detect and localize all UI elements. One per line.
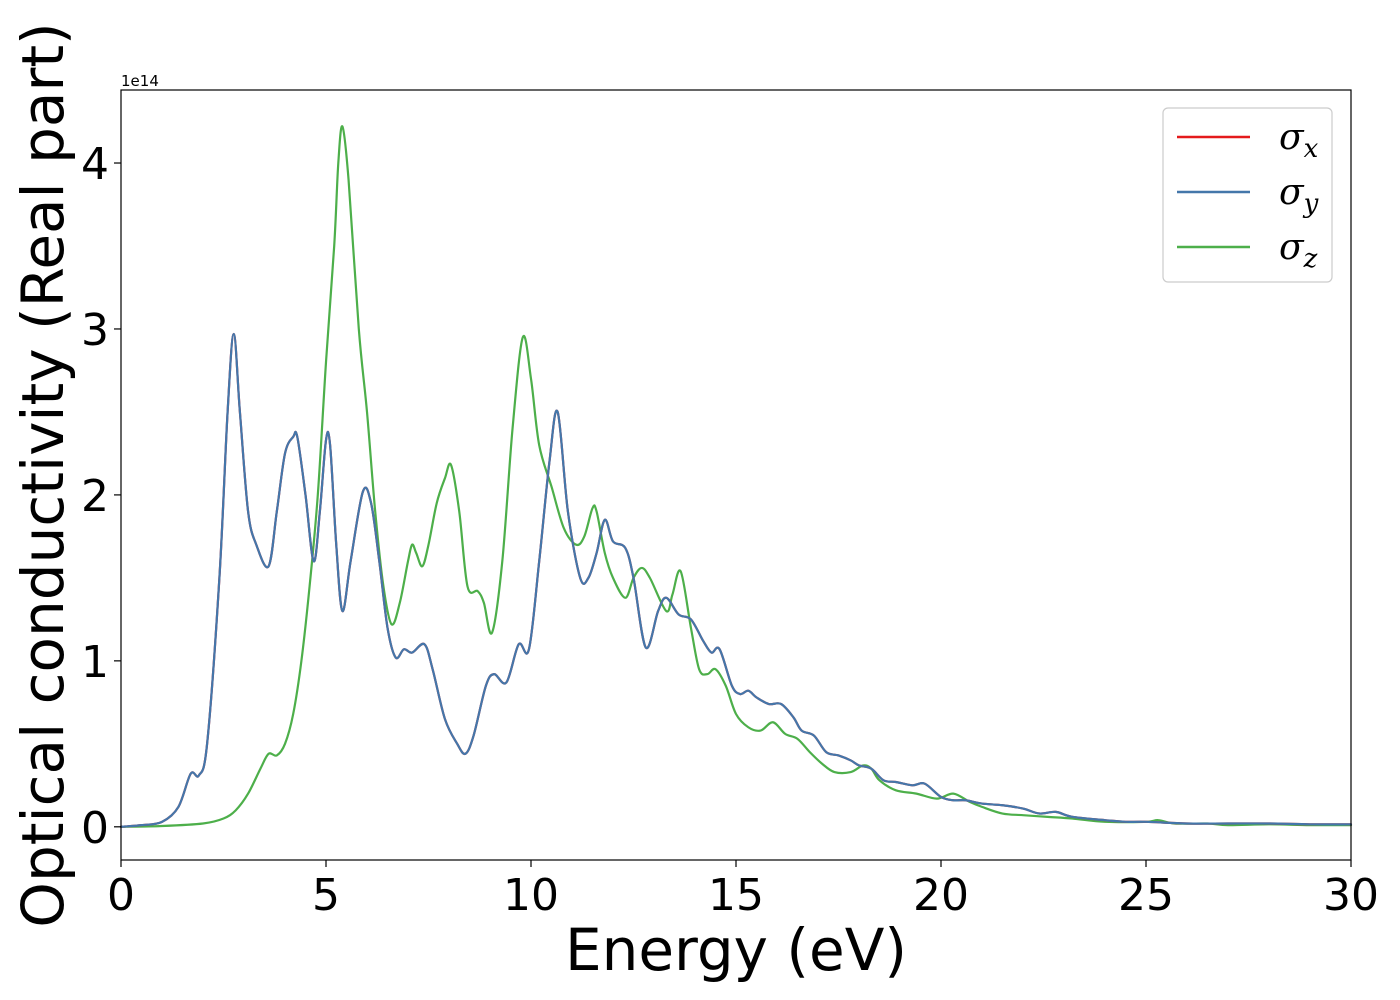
y-axis: 0 1 2 3 4 bbox=[81, 139, 121, 854]
x-tick-label: 20 bbox=[913, 870, 969, 921]
y-tick-label: 1 bbox=[81, 637, 109, 688]
x-axis: 0 5 10 15 20 25 30 bbox=[107, 860, 1379, 921]
legend-frame bbox=[1162, 107, 1333, 283]
y-tick-label: 2 bbox=[81, 471, 109, 522]
series-layer bbox=[119, 125, 1353, 828]
y-offset-label: 1e14 bbox=[121, 72, 159, 90]
x-axis-title: Energy (eV) bbox=[565, 916, 907, 984]
legend-label-sigma-z: σz bbox=[1279, 227, 1318, 274]
x-tick-label: 15 bbox=[708, 870, 764, 921]
y-axis-title: Optical conductivity (Real part) bbox=[9, 22, 77, 927]
series-line-sigma-y bbox=[119, 332, 1353, 828]
x-tick-label: 30 bbox=[1323, 870, 1379, 921]
legend: σx σy σz bbox=[1162, 107, 1333, 283]
x-tick-label: 10 bbox=[503, 870, 559, 921]
legend-label-sigma-y: σy bbox=[1279, 172, 1319, 219]
x-tick-label: 0 bbox=[107, 870, 135, 921]
x-tick-label: 5 bbox=[312, 870, 340, 921]
legend-label-sigma-x: σx bbox=[1279, 117, 1319, 164]
x-tick-label: 25 bbox=[1118, 870, 1174, 921]
series-line-sigma-z bbox=[119, 125, 1353, 828]
y-tick-label: 3 bbox=[81, 305, 109, 356]
y-tick-label: 0 bbox=[81, 803, 109, 854]
plot-area bbox=[121, 90, 1351, 860]
y-tick-label: 4 bbox=[81, 139, 109, 190]
